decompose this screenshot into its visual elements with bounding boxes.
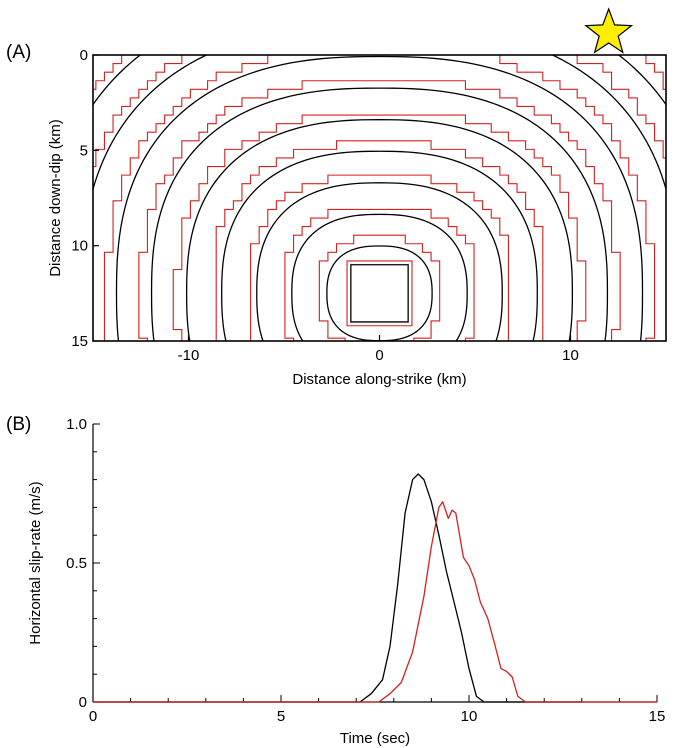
contour-1-5 <box>172 114 587 341</box>
panel-a-x-tick-label: 10 <box>562 347 579 364</box>
contour-0-4 <box>221 150 538 341</box>
hypocenter-star-icon <box>584 7 634 54</box>
contour-0-7 <box>115 55 644 341</box>
panel-a-label: (A) <box>6 42 31 63</box>
contour-0-5 <box>185 119 574 341</box>
panel-b-x-tick-label: 15 <box>649 708 666 725</box>
contour-1-7 <box>103 55 656 341</box>
panel-a-x-tick-label: 0 <box>375 347 383 364</box>
contour-1-0 <box>346 260 413 327</box>
contour-0-6 <box>150 87 609 341</box>
panel-b-y-tick-label: 0.5 <box>66 555 87 572</box>
panel-a-x-axis-label: Distance along-strike (km) <box>292 371 466 388</box>
panel-b-y-tick-label: 0 <box>79 694 87 711</box>
contour-1-2 <box>284 208 475 341</box>
panel-b-y-axis-label: Horizontal slip-rate (m/s) <box>27 481 44 644</box>
panel-b-y-tick-label: 1.0 <box>66 416 87 433</box>
slip-rate-series-0 <box>93 473 582 703</box>
panel-b-lines <box>93 473 657 703</box>
contour-0-3 <box>256 182 503 341</box>
contour-1-10 <box>1 0 676 630</box>
contour-1-8 <box>93 55 666 168</box>
panel-b-x-tick-label: 0 <box>89 708 97 725</box>
slip-rate-series-1 <box>93 501 657 703</box>
panel-b-x-axis-label: Time (sec) <box>340 730 410 747</box>
panel-b: (B) 0 5 10 15 0 0.5 1.0 Time (sec) Horizontal … <box>6 414 665 747</box>
contour-0-10 <box>11 0 676 625</box>
contour-1-4 <box>215 140 544 341</box>
panel-a-y-tick-label: 15 <box>71 333 88 350</box>
panel-a-y-tick-label: 5 <box>80 142 88 159</box>
panel-a-y-tick-label: 0 <box>80 47 88 64</box>
panel-a-ticks: -10 0 10 0 5 10 15 <box>71 47 579 364</box>
panel-a: (A) -10 0 10 0 5 10 15 Distance along-strike (… <box>1 0 676 630</box>
contour-1-6 <box>138 80 621 341</box>
contour-1-1 <box>318 234 441 341</box>
panel-a-contours <box>1 0 676 630</box>
panel-b-x-tick-label: 5 <box>277 708 285 725</box>
panel-a-x-tick-label: -10 <box>178 347 200 364</box>
panel-a-y-tick-label: 10 <box>71 238 88 255</box>
contour-1-9 <box>93 55 666 90</box>
contour-0-1 <box>326 245 433 341</box>
contour-1-3 <box>250 174 509 341</box>
contour-0-8 <box>93 55 666 192</box>
panel-b-label: (B) <box>6 414 31 435</box>
contour-0-0 <box>350 264 409 323</box>
contour-0-2 <box>291 213 468 341</box>
panel-a-y-axis-label: Distance down-dip (km) <box>47 119 64 277</box>
panel-b-x-tick-label: 10 <box>461 708 478 725</box>
panel-b-ticks: 0 5 10 15 0 0.5 1.0 <box>66 416 665 725</box>
